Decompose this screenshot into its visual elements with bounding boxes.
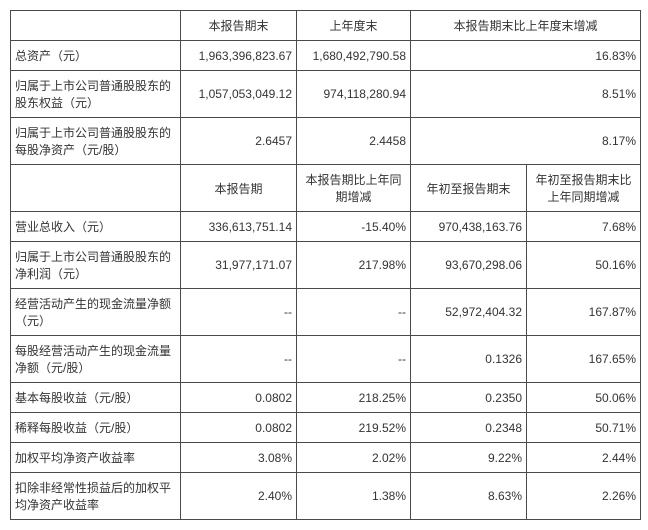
header-row-1: 本报告期末上年度末本报告期末比上年度末增减 (11, 11, 641, 41)
row-value: 1,057,053,049.12 (181, 71, 297, 118)
table-row: 归属于上市公司普通股股东的净利润（元）31,977,171.07217.98%9… (11, 242, 641, 289)
table-row: 基本每股收益（元/股）0.0802218.25%0.235050.06% (11, 383, 641, 413)
table-row: 稀释每股收益（元/股）0.0802219.52%0.234850.71% (11, 413, 641, 443)
row-value: 50.16% (527, 242, 641, 289)
row-label: 扣除非经常性损益后的加权平均净资产收益率 (11, 473, 181, 520)
row-label: 加权平均净资产收益率 (11, 443, 181, 473)
header-ytd: 年初至报告期末 (411, 165, 527, 212)
row-label: 总资产（元） (11, 41, 181, 71)
row-value: -- (181, 289, 297, 336)
row-value: 1,963,396,823.67 (181, 41, 297, 71)
financial-table: 本报告期末上年度末本报告期末比上年度末增减总资产（元）1,963,396,823… (10, 10, 641, 520)
header-period: 本报告期 (181, 165, 297, 212)
row-label: 营业总收入（元） (11, 212, 181, 242)
header-blank (11, 11, 181, 41)
row-label: 归属于上市公司普通股股东的每股净资产（元/股） (11, 118, 181, 165)
row-value: 167.65% (527, 336, 641, 383)
row-value: 336,613,751.14 (181, 212, 297, 242)
table-row: 经营活动产生的现金流量净额（元）----52,972,404.32167.87% (11, 289, 641, 336)
row-value: 31,977,171.07 (181, 242, 297, 289)
row-value: 2.26% (527, 473, 641, 520)
row-value: 2.4458 (297, 118, 411, 165)
table-row: 归属于上市公司普通股股东的每股净资产（元/股）2.64572.44588.17% (11, 118, 641, 165)
row-label: 经营活动产生的现金流量净额（元） (11, 289, 181, 336)
row-value: 16.83% (411, 41, 641, 71)
table-row: 每股经营活动产生的现金流量净额（元/股）----0.1326167.65% (11, 336, 641, 383)
row-value: 970,438,163.76 (411, 212, 527, 242)
row-value: 1,680,492,790.58 (297, 41, 411, 71)
table-row: 扣除非经常性损益后的加权平均净资产收益率2.40%1.38%8.63%2.26% (11, 473, 641, 520)
table-row: 加权平均净资产收益率3.08%2.02%9.22%2.44% (11, 443, 641, 473)
row-label: 稀释每股收益（元/股） (11, 413, 181, 443)
row-value: -- (181, 336, 297, 383)
header-change: 本报告期末比上年度末增减 (411, 11, 641, 41)
row-value: 93,670,298.06 (411, 242, 527, 289)
row-value: 218.25% (297, 383, 411, 413)
row-value: 0.2350 (411, 383, 527, 413)
row-value: 0.0802 (181, 413, 297, 443)
row-value: 3.08% (181, 443, 297, 473)
table-row: 归属于上市公司普通股股东的股东权益（元）1,057,053,049.12974,… (11, 71, 641, 118)
row-value: 0.0802 (181, 383, 297, 413)
row-value: 52,972,404.32 (411, 289, 527, 336)
row-label: 归属于上市公司普通股股东的净利润（元） (11, 242, 181, 289)
row-value: 9.22% (411, 443, 527, 473)
row-value: 217.98% (297, 242, 411, 289)
header-period-change: 本报告期比上年同期增减 (297, 165, 411, 212)
row-value: 8.51% (411, 71, 641, 118)
header-prev-year-end: 上年度末 (297, 11, 411, 41)
header-row-2: 本报告期本报告期比上年同期增减年初至报告期末年初至报告期末比上年同期增减 (11, 165, 641, 212)
row-value: 0.1326 (411, 336, 527, 383)
row-value: 219.52% (297, 413, 411, 443)
row-value: 2.6457 (181, 118, 297, 165)
row-value: -- (297, 336, 411, 383)
row-label: 基本每股收益（元/股） (11, 383, 181, 413)
header-ytd-change: 年初至报告期末比上年同期增减 (527, 165, 641, 212)
row-value: 50.71% (527, 413, 641, 443)
row-value: -- (297, 289, 411, 336)
table-row: 营业总收入（元）336,613,751.14-15.40%970,438,163… (11, 212, 641, 242)
row-value: 167.87% (527, 289, 641, 336)
row-label: 每股经营活动产生的现金流量净额（元/股） (11, 336, 181, 383)
header-blank (11, 165, 181, 212)
row-value: -15.40% (297, 212, 411, 242)
table-row: 总资产（元）1,963,396,823.671,680,492,790.5816… (11, 41, 641, 71)
header-period-end: 本报告期末 (181, 11, 297, 41)
row-value: 974,118,280.94 (297, 71, 411, 118)
row-value: 2.40% (181, 473, 297, 520)
row-value: 0.2348 (411, 413, 527, 443)
row-value: 1.38% (297, 473, 411, 520)
row-value: 50.06% (527, 383, 641, 413)
row-value: 8.63% (411, 473, 527, 520)
row-value: 2.02% (297, 443, 411, 473)
row-label: 归属于上市公司普通股股东的股东权益（元） (11, 71, 181, 118)
row-value: 2.44% (527, 443, 641, 473)
row-value: 7.68% (527, 212, 641, 242)
row-value: 8.17% (411, 118, 641, 165)
